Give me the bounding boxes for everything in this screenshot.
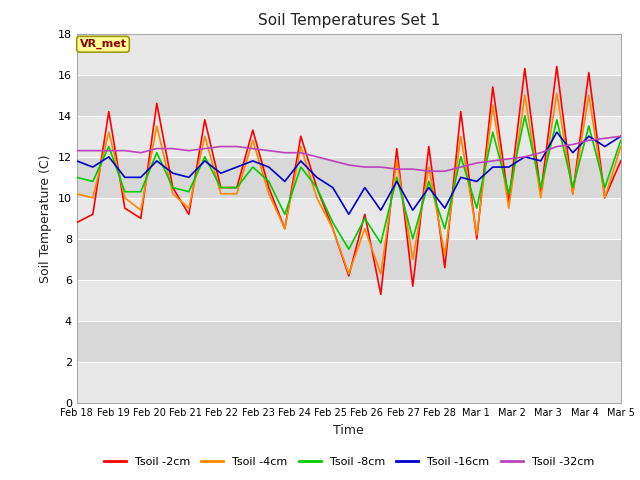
Legend: Tsoil -2cm, Tsoil -4cm, Tsoil -8cm, Tsoil -16cm, Tsoil -32cm: Tsoil -2cm, Tsoil -4cm, Tsoil -8cm, Tsoi… — [99, 453, 598, 471]
Bar — [77, 116, 621, 157]
Y-axis label: Soil Temperature (C): Soil Temperature (C) — [39, 154, 52, 283]
Bar — [77, 280, 621, 321]
Bar — [77, 34, 621, 75]
X-axis label: Time: Time — [333, 424, 364, 437]
Text: VR_met: VR_met — [79, 39, 127, 49]
Bar — [77, 198, 621, 239]
Bar — [77, 362, 621, 403]
Title: Soil Temperatures Set 1: Soil Temperatures Set 1 — [258, 13, 440, 28]
